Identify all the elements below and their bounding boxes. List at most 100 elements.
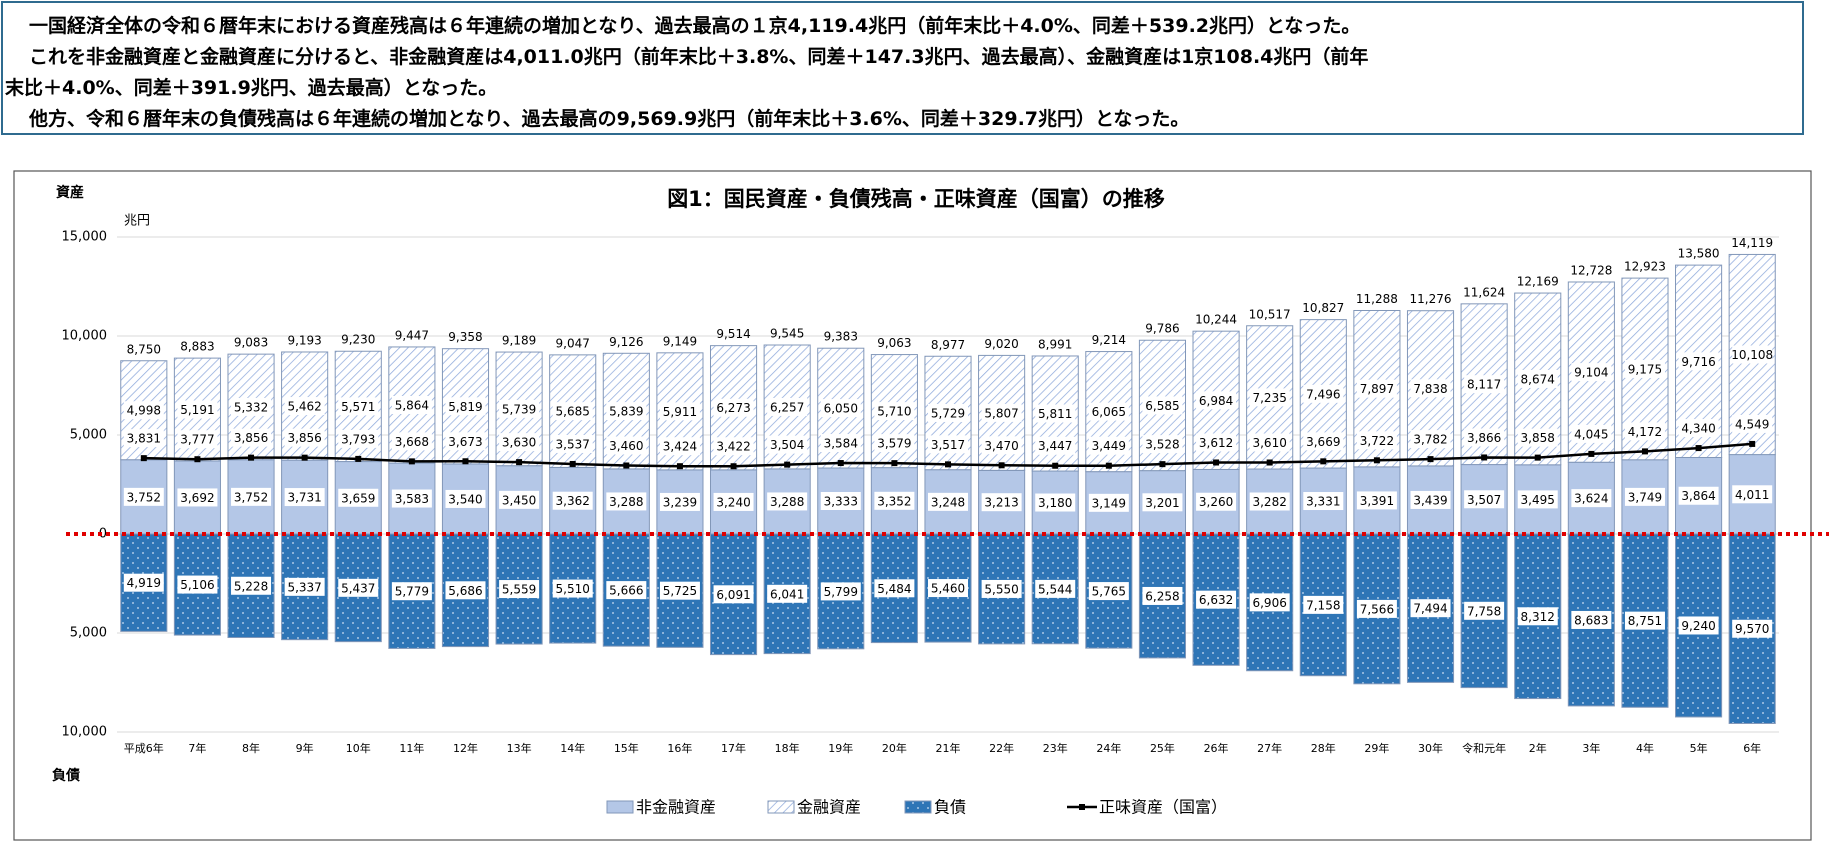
label-box — [928, 435, 968, 454]
label-box — [552, 579, 593, 598]
data-label: 6,065 — [1092, 405, 1126, 419]
data-label: 3,668 — [395, 435, 429, 449]
label-box — [1035, 404, 1076, 423]
label-box — [1196, 433, 1237, 452]
data-label: 3,447 — [1038, 439, 1072, 453]
line-marker — [945, 461, 951, 468]
label-box — [552, 402, 593, 421]
total-label: 8,991 — [1038, 337, 1072, 351]
label-box — [928, 492, 968, 511]
total-label: 8,883 — [180, 340, 214, 354]
total-label: 12,728 — [1570, 263, 1612, 277]
label-box — [123, 487, 164, 506]
label-box — [1517, 490, 1558, 509]
legend-swatch — [767, 800, 795, 814]
chart-frame — [13, 170, 1812, 841]
x-tick-label: 25年 — [1150, 741, 1175, 755]
label-box — [123, 429, 164, 448]
y-tick-label: 10,000 — [62, 329, 108, 344]
x-tick-label: 4年 — [1636, 741, 1654, 755]
total-label: 9,063 — [877, 336, 911, 350]
label-box — [713, 437, 754, 456]
data-label: 5,779 — [395, 585, 429, 599]
label-box — [981, 579, 1022, 598]
label-box — [981, 436, 1022, 455]
label-box — [231, 428, 272, 447]
label-box — [981, 493, 1022, 512]
data-label: 5,571 — [341, 400, 375, 414]
data-label: 8,683 — [1574, 613, 1608, 627]
label-box — [606, 436, 647, 455]
label-box — [391, 396, 432, 415]
label-box — [1356, 599, 1397, 618]
data-label: 5,228 — [234, 579, 268, 593]
data-label: 3,504 — [770, 438, 804, 452]
data-label: 3,584 — [824, 437, 858, 451]
label-box — [1624, 611, 1665, 630]
data-label: 9,175 — [1628, 362, 1662, 376]
label-box — [1732, 414, 1773, 433]
data-label: 6,585 — [1145, 399, 1179, 413]
data-label: 3,864 — [1681, 489, 1715, 503]
data-label: 5,106 — [180, 578, 214, 592]
data-label: 7,158 — [1306, 598, 1340, 612]
data-label: 3,583 — [395, 492, 429, 506]
label-box — [1678, 419, 1719, 438]
x-tick-label: 3年 — [1582, 741, 1600, 755]
data-label: 3,495 — [1521, 493, 1555, 507]
data-label: 3,731 — [287, 491, 321, 505]
label-box — [981, 403, 1022, 422]
total-label: 9,149 — [663, 334, 697, 348]
label-box — [391, 489, 432, 508]
data-label: 5,864 — [395, 399, 429, 413]
label-box — [177, 488, 218, 507]
data-label: 3,422 — [716, 440, 750, 454]
x-tick-label: 21年 — [936, 741, 961, 755]
label-box — [874, 402, 915, 421]
data-label: 5,666 — [609, 584, 643, 598]
label-box — [338, 578, 379, 597]
legend-label: 正味資産（国富） — [1099, 798, 1227, 817]
x-tick-label: 27年 — [1257, 741, 1282, 755]
data-label: 3,579 — [877, 437, 911, 451]
line-marker — [1159, 461, 1166, 468]
data-label: 5,811 — [1038, 407, 1072, 421]
data-label: 5,729 — [931, 406, 965, 420]
data-label: 4,549 — [1735, 417, 1769, 431]
total-label: 9,514 — [716, 327, 750, 341]
total-label: 8,750 — [127, 342, 161, 356]
label-box — [1196, 590, 1237, 609]
data-label: 3,180 — [1038, 496, 1072, 510]
label-box — [820, 434, 861, 453]
label-box — [338, 429, 379, 448]
line-marker — [623, 462, 630, 469]
data-label: 5,710 — [877, 405, 911, 419]
legend-swatch — [606, 800, 634, 814]
label-box — [1410, 599, 1451, 618]
label-box — [767, 584, 808, 603]
line-marker — [194, 456, 201, 463]
x-tick-label: 7年 — [188, 741, 206, 755]
label-box — [1303, 384, 1344, 403]
data-label: 3,692 — [180, 491, 214, 505]
data-label: 3,260 — [1199, 495, 1233, 509]
data-label: 3,331 — [1306, 495, 1340, 509]
x-tick-label: 23年 — [1043, 741, 1068, 755]
label-box — [552, 491, 593, 510]
label-box — [123, 573, 164, 592]
data-label: 7,838 — [1413, 382, 1447, 396]
label-box — [606, 581, 647, 600]
data-label: 3,858 — [1521, 431, 1555, 445]
x-tick-label: 20年 — [882, 741, 907, 755]
data-label: 4,045 — [1574, 427, 1608, 441]
data-label: 3,624 — [1574, 492, 1608, 506]
legend-swatch — [1079, 804, 1085, 810]
data-label: 3,449 — [1092, 439, 1126, 453]
total-label: 9,083 — [234, 336, 268, 350]
label-box — [1356, 379, 1397, 398]
data-label: 5,819 — [448, 400, 482, 414]
x-tick-label: 13年 — [507, 741, 532, 755]
x-tick-label: 6年 — [1743, 741, 1761, 755]
x-tick-label: 5年 — [1690, 741, 1708, 755]
line-marker — [1588, 450, 1595, 457]
